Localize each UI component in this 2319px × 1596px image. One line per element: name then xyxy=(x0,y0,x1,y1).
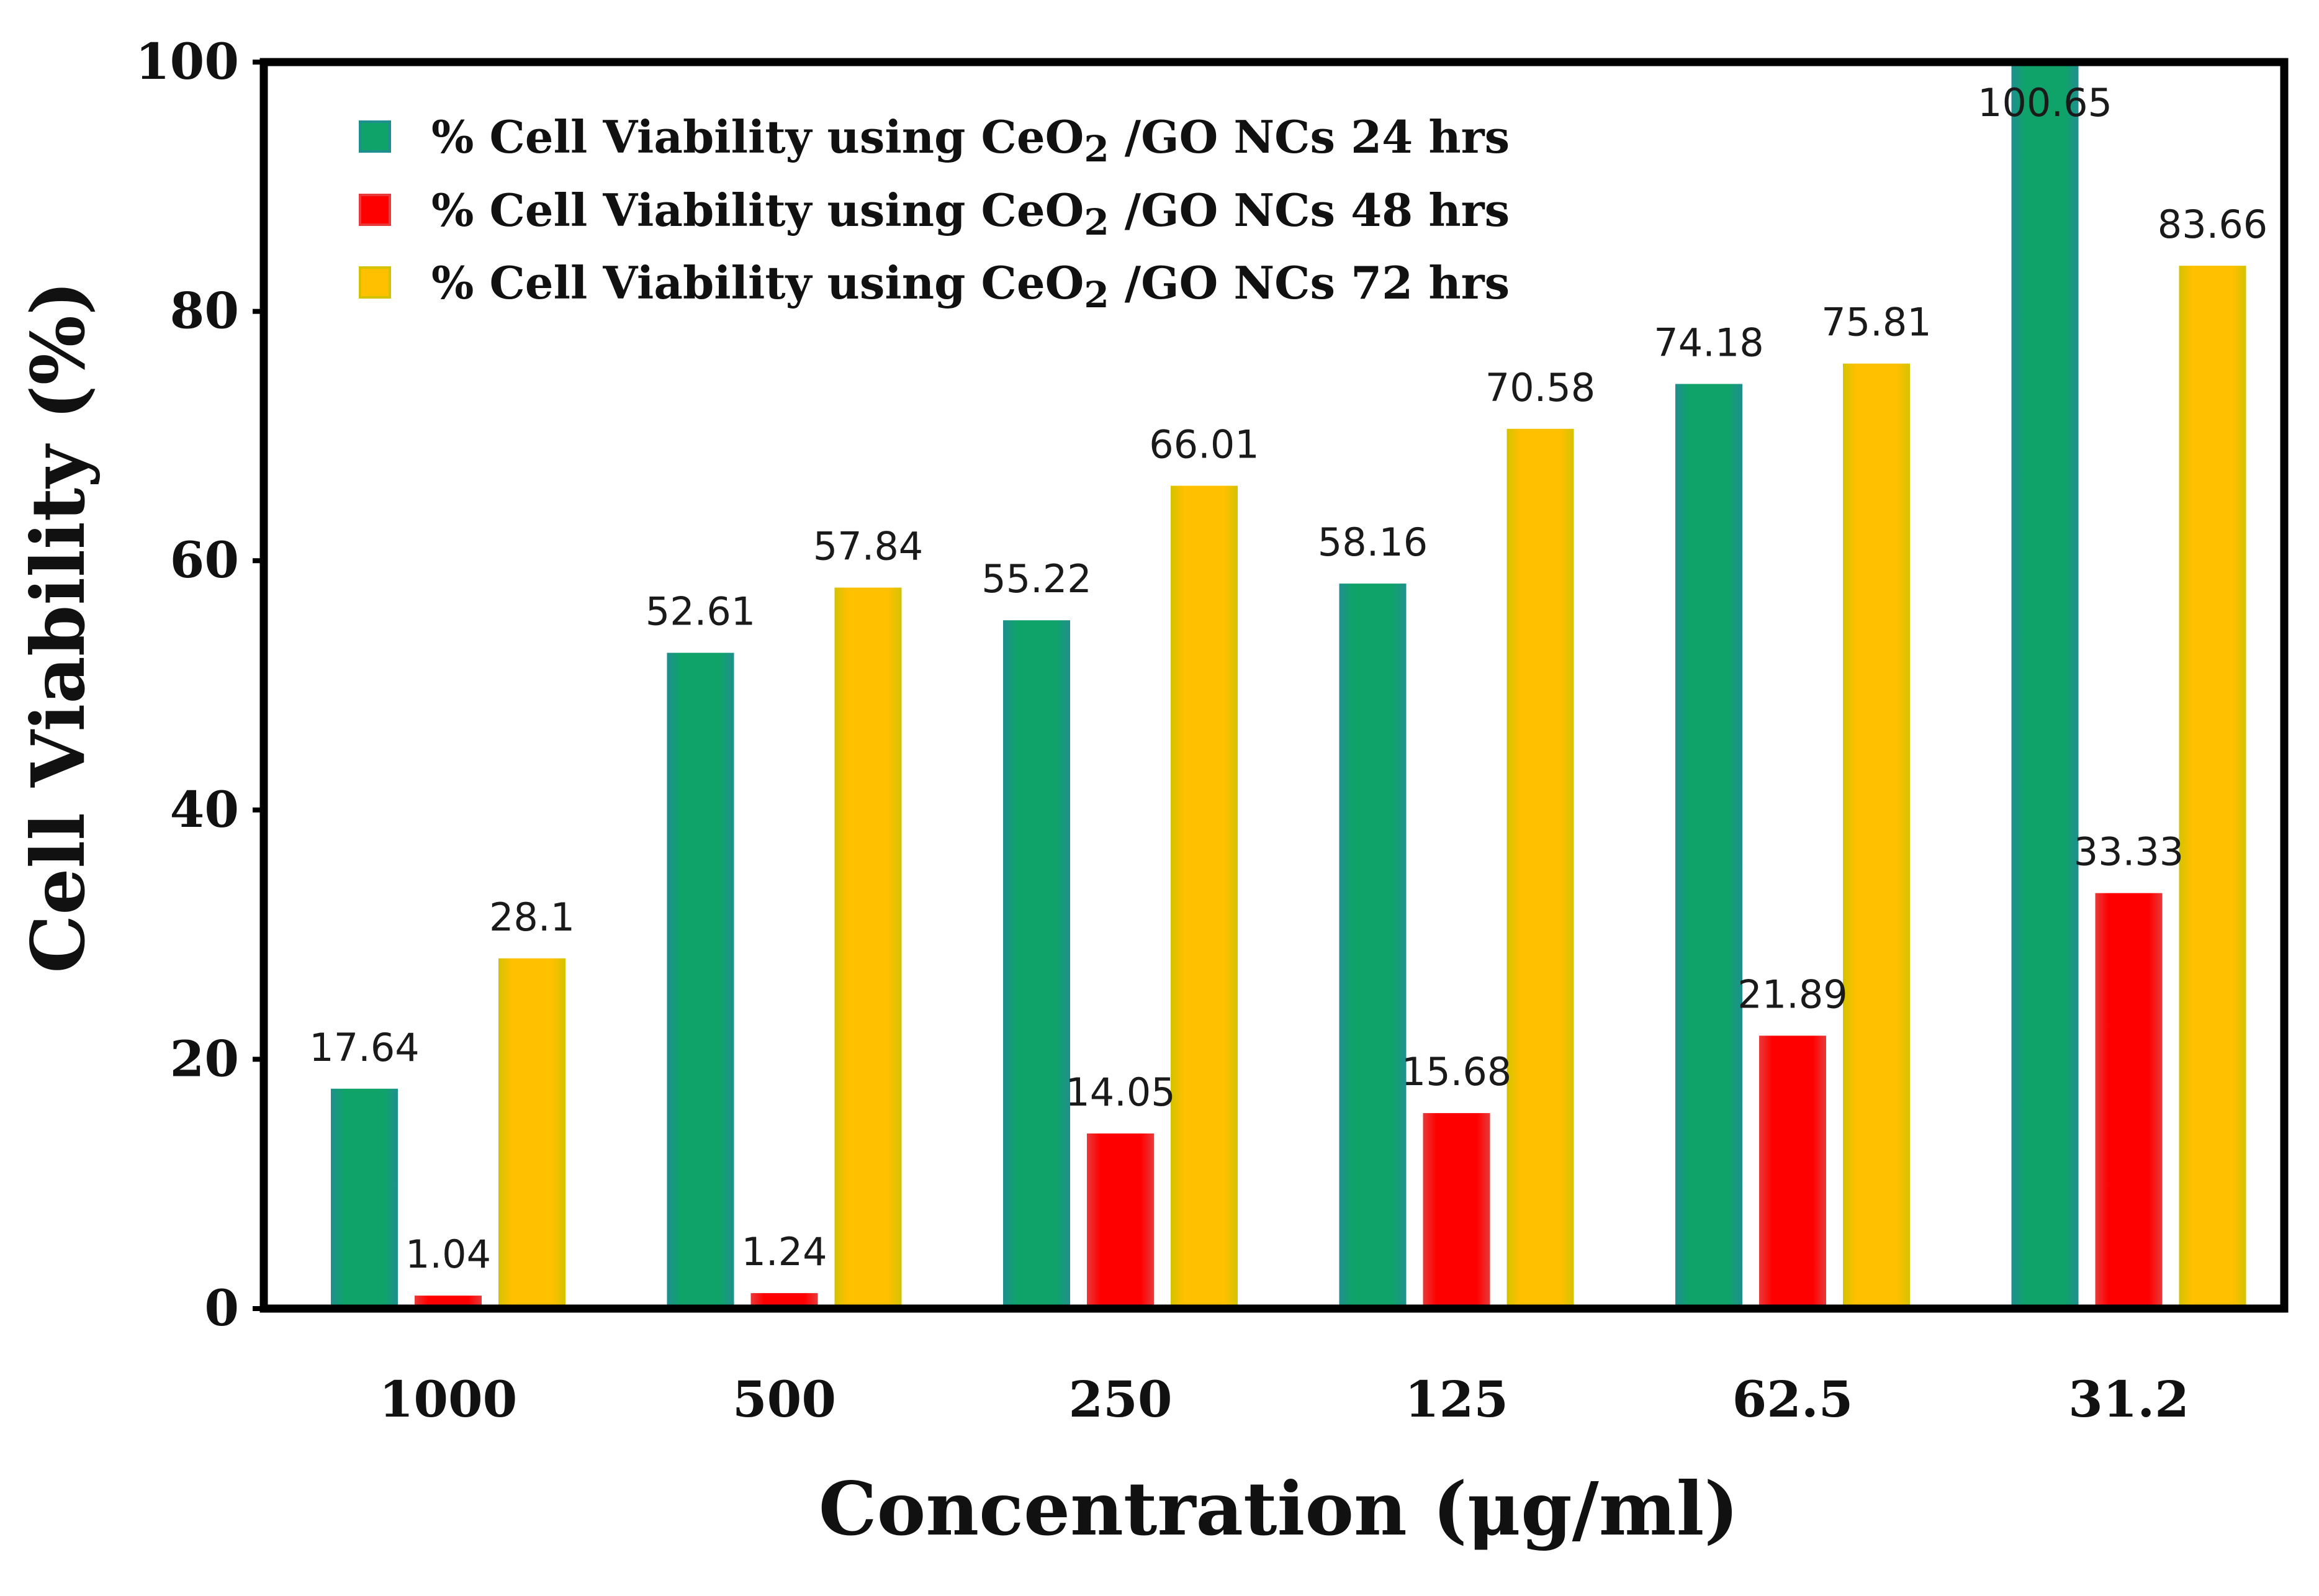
data-label-72h-1000: 28.1 xyxy=(489,895,575,940)
data-label-24h-31.2: 100.65 xyxy=(1978,80,2112,125)
legend-label: % Cell Viability using CeO2 /GO NCs 72 h… xyxy=(431,256,1510,316)
legend-swatch xyxy=(359,120,391,153)
bar-24h-1000 xyxy=(331,1088,398,1309)
legend-item-24h: % Cell Viability using CeO2 /GO NCs 24 h… xyxy=(359,110,1510,170)
legend-label: % Cell Viability using CeO2 /GO NCs 48 h… xyxy=(431,184,1510,243)
x-tick-label: 250 xyxy=(1069,1370,1173,1428)
x-tick-label: 1000 xyxy=(379,1370,518,1428)
data-label-72h-31.2: 83.66 xyxy=(2158,202,2268,247)
bars-layer xyxy=(331,60,2246,1309)
bar-24h-125 xyxy=(1339,584,1407,1309)
data-label-48h-125: 15.68 xyxy=(1402,1049,1512,1094)
bar-72h-125 xyxy=(1506,428,1574,1309)
legend-swatch xyxy=(359,266,391,299)
x-tick-label: 31.2 xyxy=(2068,1370,2189,1428)
data-label-48h-500: 1.24 xyxy=(741,1229,827,1274)
bar-72h-500 xyxy=(834,587,902,1309)
bar-48h-31.2 xyxy=(2095,893,2163,1309)
data-label-48h-31.2: 33.33 xyxy=(2074,829,2184,875)
bar-72h-250 xyxy=(1171,485,1238,1309)
data-label-72h-62.5: 75.81 xyxy=(1821,300,1932,345)
data-label-24h-500: 52.61 xyxy=(646,589,756,634)
bar-48h-250 xyxy=(1087,1133,1154,1309)
y-tick-label: 100 xyxy=(135,32,239,91)
x-axis-title: Concentration (μg/ml) xyxy=(819,1466,1739,1552)
y-tick-label: 60 xyxy=(170,531,239,589)
bar-24h-62.5 xyxy=(1675,384,1742,1309)
y-tick-label: 20 xyxy=(170,1029,239,1088)
data-label-48h-250: 14.05 xyxy=(1065,1070,1176,1115)
axes-layer: 1000 500 250 125 62.5 31.2 0 20 40 60 80 100 xyxy=(135,32,2289,1428)
legend-swatch xyxy=(359,194,391,226)
x-tick-label: 500 xyxy=(732,1370,836,1428)
y-tick-label: 0 xyxy=(204,1279,239,1337)
y-axis-title: Cell Viability (%) xyxy=(15,281,101,973)
bar-72h-1000 xyxy=(498,958,565,1309)
data-label-24h-250: 55.22 xyxy=(981,556,1092,602)
data-label-72h-250: 66.01 xyxy=(1149,422,1259,467)
legend: % Cell Viability using CeO2 /GO NCs 24 h… xyxy=(359,110,1510,316)
data-label-48h-62.5: 21.89 xyxy=(1737,972,1848,1017)
data-label-24h-1000: 17.64 xyxy=(309,1025,420,1070)
plot-frame xyxy=(259,58,2289,1313)
x-tick-label: 125 xyxy=(1405,1370,1508,1428)
y-tick-label: 40 xyxy=(170,780,239,839)
legend-label: % Cell Viability using CeO2 /GO NCs 24 h… xyxy=(431,110,1510,170)
data-label-72h-125: 70.58 xyxy=(1485,365,1596,410)
bar-48h-62.5 xyxy=(1759,1035,1826,1309)
legend-item-48h: % Cell Viability using CeO2 /GO NCs 48 h… xyxy=(359,184,1510,243)
bar-72h-62.5 xyxy=(1843,363,1910,1309)
bar-24h-31.2 xyxy=(2011,60,2079,1309)
y-tick-label: 80 xyxy=(170,282,239,340)
bar-24h-250 xyxy=(1003,620,1070,1309)
data-label-72h-500: 57.84 xyxy=(813,524,924,569)
bar-72h-31.2 xyxy=(2179,266,2246,1309)
data-label-24h-125: 58.16 xyxy=(1318,520,1428,565)
legend-item-72h: % Cell Viability using CeO2 /GO NCs 72 h… xyxy=(359,256,1510,316)
x-tick-label: 62.5 xyxy=(1732,1370,1853,1428)
data-label-48h-1000: 1.04 xyxy=(405,1232,491,1277)
data-label-24h-62.5: 74.18 xyxy=(1654,320,1764,366)
bar-48h-125 xyxy=(1423,1113,1490,1309)
bar-24h-500 xyxy=(667,652,734,1309)
data-labels-layer: 17.64 1.04 28.1 52.61 1.24 57.84 55.22 14.05 66.… xyxy=(309,80,2267,1277)
